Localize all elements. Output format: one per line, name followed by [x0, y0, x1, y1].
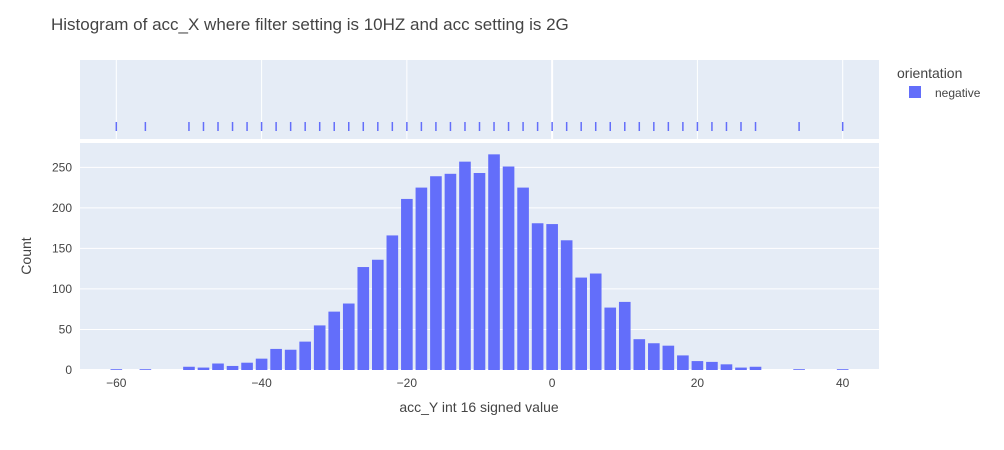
histogram-bar [793, 369, 805, 370]
histogram-bar [197, 367, 210, 370]
histogram-bar [386, 235, 399, 370]
histogram-bar [488, 154, 500, 370]
histogram-bar [720, 364, 733, 370]
histogram-bar [749, 366, 762, 370]
histogram-bar [299, 341, 311, 370]
histogram-bar [371, 259, 384, 370]
rug-marks [115, 122, 844, 131]
histogram-bar [284, 349, 297, 370]
histogram-bar [648, 343, 660, 370]
histogram-bar [502, 166, 515, 370]
histogram-bar [473, 172, 486, 370]
x-axis-title: acc_Y int 16 signed value [399, 399, 559, 415]
histogram-bar [342, 303, 355, 370]
histogram-bar [110, 369, 123, 370]
histogram-bars [110, 154, 849, 370]
histogram-bar [604, 307, 617, 370]
x-tick-label: 40 [836, 376, 850, 390]
histogram-bar [139, 369, 152, 370]
histogram-bar [212, 363, 224, 370]
legend-label: negative [935, 86, 981, 100]
histogram-bar [706, 361, 718, 370]
histogram-bar [633, 339, 646, 370]
histogram-bar [560, 240, 573, 370]
histogram-bar [270, 348, 282, 370]
histogram-bar [546, 224, 558, 370]
y-axis-title: Count [18, 237, 34, 274]
histogram-bar [226, 365, 239, 370]
y-tick-label: 100 [52, 282, 72, 296]
y-tick-label: 50 [59, 322, 73, 336]
histogram-bar [662, 345, 675, 370]
histogram-bar [415, 187, 428, 370]
x-tick-label: −60 [106, 376, 127, 390]
y-tick-label: 0 [65, 363, 72, 377]
y-tick-label: 200 [52, 201, 72, 215]
histogram-bar [517, 187, 529, 370]
histogram-bar [735, 367, 747, 370]
histogram-bar [357, 267, 370, 370]
x-tick-label: −20 [397, 376, 418, 390]
histogram-bar [328, 311, 341, 370]
x-tick-label: 0 [549, 376, 556, 390]
y-tick-label: 250 [52, 160, 72, 174]
legend: orientation negative [897, 65, 981, 100]
histogram-bar [313, 325, 326, 370]
histogram-bar [691, 361, 704, 370]
histogram-bar [430, 176, 442, 370]
histogram-bar [531, 223, 544, 370]
y-axis-ticks: 0 50 100 150 200 250 [52, 160, 72, 377]
x-axis-ticks: −60 −40 −20 0 20 40 [106, 376, 850, 390]
histogram-bar [677, 355, 689, 370]
histogram-bar [618, 301, 631, 370]
chart-title: Histogram of acc_X where filter setting … [51, 15, 569, 34]
histogram-bar [589, 273, 602, 370]
legend-swatch [909, 86, 921, 98]
histogram-bar [836, 369, 849, 370]
histogram-bar [575, 277, 588, 370]
histogram-bar [444, 173, 457, 370]
histogram-bar [241, 362, 253, 370]
x-tick-label: −40 [251, 376, 272, 390]
histogram-bar [255, 358, 268, 370]
legend-title: orientation [897, 65, 962, 81]
x-tick-label: 20 [691, 376, 705, 390]
histogram-bar [401, 198, 413, 370]
histogram-bar [459, 161, 471, 370]
legend-item-negative[interactable]: negative [909, 86, 981, 100]
y-tick-label: 150 [52, 241, 72, 255]
histogram-bar [183, 366, 195, 370]
